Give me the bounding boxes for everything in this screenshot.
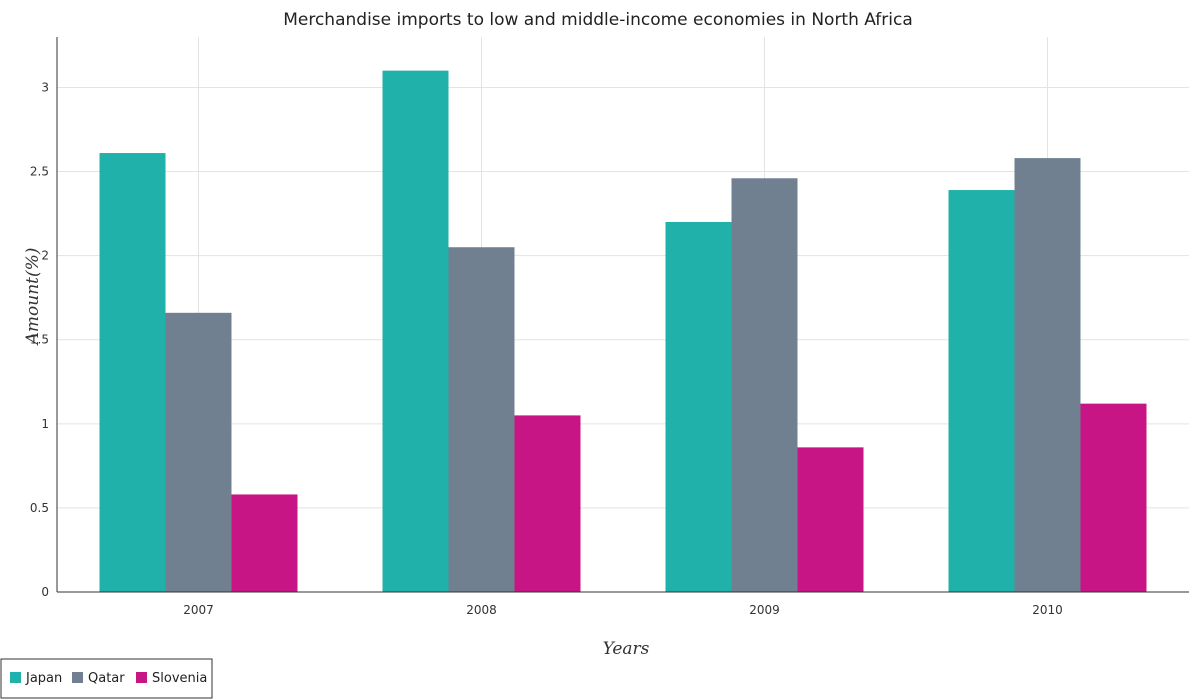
x-tick-label: 2010 xyxy=(1032,603,1063,617)
legend-label-qatar: Qatar xyxy=(88,671,125,686)
bar-qatar-2008 xyxy=(448,247,515,592)
x-tick-label: 2009 xyxy=(749,603,780,617)
x-axis-label: Years xyxy=(603,639,650,659)
bar-slovenia-2008 xyxy=(514,415,581,592)
x-tick-label: 2008 xyxy=(466,603,497,617)
legend-box xyxy=(0,658,213,699)
legend-swatch-japan xyxy=(10,672,21,683)
legend: Japan Qatar Slovenia xyxy=(0,658,213,699)
y-tick-label: 0.5 xyxy=(30,501,49,515)
chart-title: Merchandise imports to low and middle-in… xyxy=(283,10,913,30)
bar-slovenia-2009 xyxy=(797,447,864,592)
bar-qatar-2010 xyxy=(1014,158,1081,592)
y-axis-label: Amount(%) xyxy=(23,248,43,347)
y-tick-label: 1 xyxy=(41,417,49,431)
y-tick-label: 2 xyxy=(41,249,49,263)
y-tick-label: 2.5 xyxy=(30,165,49,179)
bar-japan-2008 xyxy=(382,70,449,593)
y-ticks: 0 0.5 1 1.5 2 2.5 3 xyxy=(30,80,49,599)
x-ticks: 2007 2008 2009 2010 xyxy=(183,603,1063,617)
y-tick-label: 0 xyxy=(41,585,49,599)
bar-slovenia-2010 xyxy=(1080,403,1147,592)
axes xyxy=(56,37,1189,593)
bar-japan-2010 xyxy=(948,190,1015,592)
y-tick-label: 3 xyxy=(41,80,49,94)
bar-japan-2009 xyxy=(665,222,732,592)
legend-label-japan: Japan xyxy=(25,671,62,686)
bar-qatar-2007 xyxy=(165,312,232,592)
bar-slovenia-2007 xyxy=(231,494,298,592)
x-tick-label: 2007 xyxy=(183,603,214,617)
bar-qatar-2009 xyxy=(731,178,798,593)
bar-japan-2007 xyxy=(99,153,166,592)
legend-label-slovenia: Slovenia xyxy=(152,671,207,686)
legend-swatch-slovenia xyxy=(136,672,147,683)
y-tick-label: 1.5 xyxy=(30,333,49,347)
legend-swatch-qatar xyxy=(72,672,83,683)
bars-group xyxy=(99,70,1147,593)
